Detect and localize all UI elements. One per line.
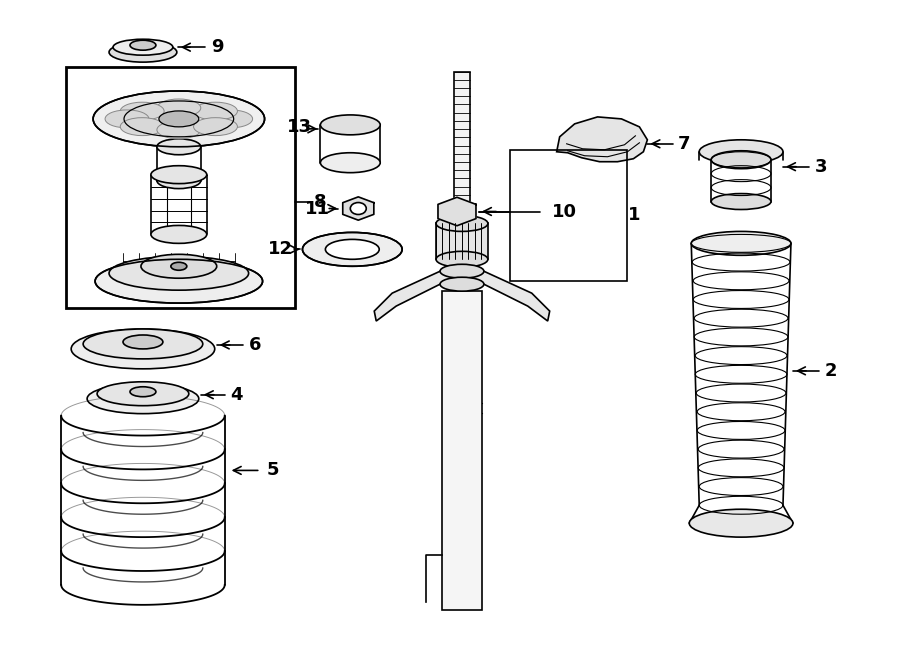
- Ellipse shape: [159, 111, 199, 127]
- Ellipse shape: [95, 259, 263, 303]
- Ellipse shape: [157, 121, 201, 139]
- Ellipse shape: [194, 118, 238, 136]
- Text: 5: 5: [266, 461, 279, 479]
- Ellipse shape: [440, 277, 484, 291]
- Ellipse shape: [93, 91, 265, 147]
- Ellipse shape: [109, 256, 248, 290]
- Ellipse shape: [171, 262, 187, 270]
- Ellipse shape: [320, 153, 380, 173]
- Bar: [436, 223, 488, 259]
- Ellipse shape: [130, 387, 156, 397]
- Ellipse shape: [209, 110, 253, 128]
- Ellipse shape: [157, 99, 201, 117]
- Ellipse shape: [157, 139, 201, 155]
- Ellipse shape: [105, 110, 148, 128]
- Text: 12: 12: [267, 241, 293, 258]
- Ellipse shape: [440, 264, 484, 278]
- Ellipse shape: [691, 231, 791, 255]
- Text: 3: 3: [814, 158, 827, 176]
- Ellipse shape: [699, 140, 783, 164]
- Text: 13: 13: [287, 118, 312, 136]
- Ellipse shape: [350, 202, 366, 214]
- Ellipse shape: [436, 251, 488, 267]
- Ellipse shape: [320, 115, 380, 135]
- Ellipse shape: [130, 40, 156, 50]
- Ellipse shape: [151, 225, 207, 243]
- Text: 1: 1: [627, 206, 640, 225]
- Ellipse shape: [326, 239, 379, 259]
- Text: 6: 6: [248, 336, 261, 354]
- Polygon shape: [374, 271, 550, 321]
- Text: 2: 2: [824, 362, 837, 380]
- Ellipse shape: [711, 194, 771, 210]
- Ellipse shape: [194, 102, 238, 120]
- Text: 8: 8: [313, 192, 326, 211]
- Ellipse shape: [97, 382, 189, 406]
- Ellipse shape: [121, 102, 164, 120]
- Text: 11: 11: [305, 200, 330, 217]
- Polygon shape: [557, 117, 647, 162]
- Ellipse shape: [157, 173, 201, 188]
- Bar: [67, 67, 295, 308]
- Bar: [442, 291, 482, 610]
- Ellipse shape: [123, 335, 163, 349]
- Ellipse shape: [711, 151, 771, 169]
- Ellipse shape: [436, 215, 488, 231]
- Ellipse shape: [689, 509, 793, 537]
- Bar: [454, 72, 470, 219]
- Ellipse shape: [121, 118, 164, 136]
- Polygon shape: [343, 197, 373, 220]
- Ellipse shape: [151, 166, 207, 184]
- Ellipse shape: [302, 233, 402, 266]
- Text: 4: 4: [230, 386, 243, 404]
- Ellipse shape: [109, 42, 176, 62]
- Ellipse shape: [113, 39, 173, 55]
- Ellipse shape: [87, 384, 199, 414]
- Ellipse shape: [141, 254, 217, 278]
- Text: 7: 7: [678, 135, 689, 153]
- Text: 9: 9: [211, 38, 223, 56]
- Bar: [509, 150, 627, 281]
- Ellipse shape: [71, 329, 215, 369]
- Polygon shape: [438, 197, 476, 226]
- Ellipse shape: [83, 329, 202, 359]
- Text: 10: 10: [552, 202, 577, 221]
